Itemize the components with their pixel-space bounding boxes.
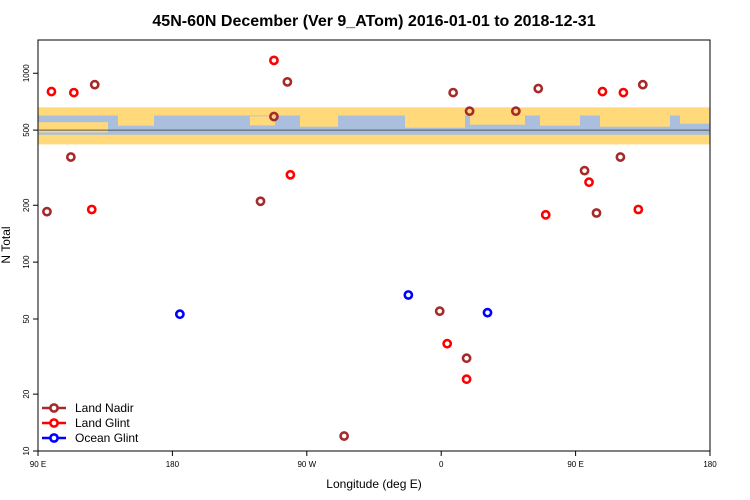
data-point (510, 106, 521, 117)
y-tick-label: 10 (22, 446, 31, 455)
y-axis: 10 20 50 100 200 500 1000 (22, 64, 38, 455)
data-point (442, 338, 453, 349)
data-point (448, 87, 459, 98)
data-point (255, 196, 266, 207)
data-point (65, 152, 76, 162)
data-point (584, 177, 594, 188)
y-tick-label: 50 (22, 314, 31, 323)
legend-label: Land Glint (75, 416, 130, 430)
x-tick-label: 90 W (297, 460, 316, 469)
data-point (42, 206, 52, 217)
legend-label: Ocean Glint (75, 431, 139, 445)
legend-label: Land Nadir (75, 401, 134, 415)
x-tick-label: 90 E (30, 460, 46, 469)
map-land-mass (540, 115, 580, 126)
y-tick-label: 100 (22, 255, 31, 269)
x-axis: 90 E 180 90 W 0 90 E 180 (30, 451, 717, 469)
data-point (434, 306, 445, 317)
x-tick-label: 180 (703, 460, 717, 469)
map-land-mass (405, 115, 465, 128)
data-point (282, 77, 293, 87)
x-tick-label: 0 (439, 460, 444, 469)
data-point (579, 165, 590, 176)
chart-title: 45N-60N December (Ver 9_ATom) 2016-01-01… (152, 13, 595, 30)
map-land-mass (300, 115, 338, 127)
plot-frame (37, 39, 711, 452)
data-points (42, 55, 648, 441)
data-point (618, 87, 629, 98)
data-point (339, 431, 350, 441)
map-land-mass (250, 116, 275, 126)
data-point (174, 309, 185, 320)
data-point (89, 79, 100, 90)
legend-marker (49, 418, 59, 428)
map-land-mass (680, 115, 710, 124)
map-land-mass (470, 115, 525, 125)
data-point (633, 204, 644, 215)
data-point (46, 86, 57, 97)
data-point (461, 353, 472, 364)
data-point (269, 55, 279, 66)
data-point (68, 87, 79, 98)
data-point (540, 209, 551, 220)
map-band (38, 107, 710, 145)
map-land-mass (118, 115, 154, 126)
legend-marker (49, 433, 59, 443)
data-point (591, 208, 602, 218)
data-point (403, 290, 414, 300)
data-point (461, 374, 472, 385)
y-tick-label: 500 (22, 123, 31, 137)
x-axis-label: Longitude (deg E) (326, 477, 421, 491)
data-point (464, 106, 475, 117)
x-tick-label: 90 E (567, 460, 583, 469)
y-tick-label: 1000 (22, 64, 31, 82)
data-point (597, 86, 608, 97)
y-tick-label: 20 (22, 389, 31, 398)
legend-marker (49, 403, 59, 413)
data-point (482, 307, 493, 318)
data-point (533, 83, 544, 94)
data-point (637, 79, 648, 90)
data-point (86, 204, 97, 215)
data-point (615, 152, 626, 162)
y-tick-label: 200 (22, 198, 31, 212)
x-tick-label: 180 (166, 460, 180, 469)
y-axis-label: N Total (0, 226, 13, 263)
map-land-mass (38, 122, 108, 133)
map-land-mass (600, 115, 670, 127)
data-point (269, 111, 279, 122)
data-point (285, 169, 296, 180)
